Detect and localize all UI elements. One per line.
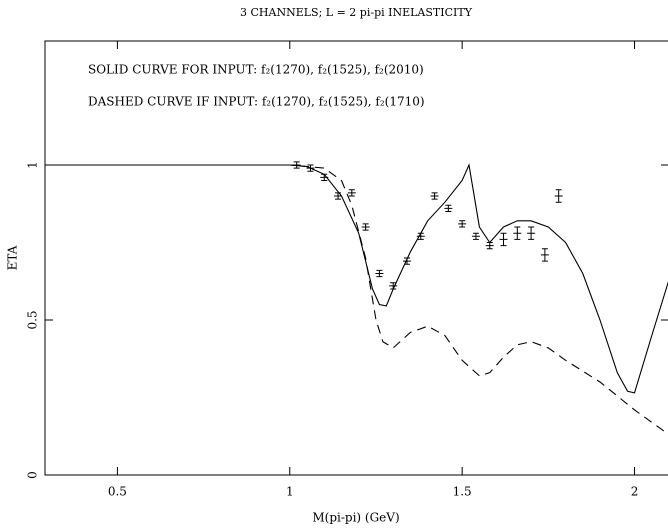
- y-tick-label: 1: [26, 161, 40, 169]
- error-bar: [554, 189, 563, 203]
- error-bar: [292, 161, 301, 169]
- curve: [45, 164, 668, 435]
- chart-title: 3 CHANNELS; L = 2 pi-pi INELASTICITY: [240, 6, 473, 19]
- x-tick-label: 1.5: [453, 485, 472, 499]
- y-axis-label: ETA: [6, 245, 20, 270]
- annotation: DASHED CURVE IF INPUT: f₂(1270), f₂(1525…: [88, 95, 425, 109]
- error-bar: [334, 192, 343, 200]
- error-bar: [402, 257, 411, 265]
- x-axis-label: M(pi-pi) (GeV): [312, 511, 399, 525]
- error-bar: [458, 220, 467, 228]
- error-bar: [389, 282, 398, 290]
- plot-frame: [44, 40, 668, 476]
- x-tick-label: 1: [286, 485, 294, 499]
- annotation: SOLID CURVE FOR INPUT: f₂(1270), f₂(1525…: [88, 63, 424, 77]
- error-bar: [320, 173, 329, 181]
- error-bar: [485, 242, 494, 250]
- y-tick-label: 0: [26, 471, 40, 479]
- error-bar: [471, 232, 480, 240]
- y-tick-label: 0.5: [26, 310, 40, 329]
- error-bar: [361, 223, 370, 231]
- error-bar: [306, 164, 315, 172]
- x-tick-label: 0.5: [108, 485, 127, 499]
- error-bar: [444, 204, 453, 212]
- error-bar: [347, 189, 356, 197]
- error-bar: [430, 192, 439, 200]
- error-bar: [499, 232, 508, 247]
- error-bar: [540, 248, 549, 262]
- curve: [45, 163, 668, 394]
- error-bar: [527, 226, 536, 240]
- error-bar: [375, 269, 384, 278]
- x-tick-label: 2: [631, 485, 639, 499]
- error-bar: [513, 226, 522, 240]
- error-bar: [416, 232, 425, 240]
